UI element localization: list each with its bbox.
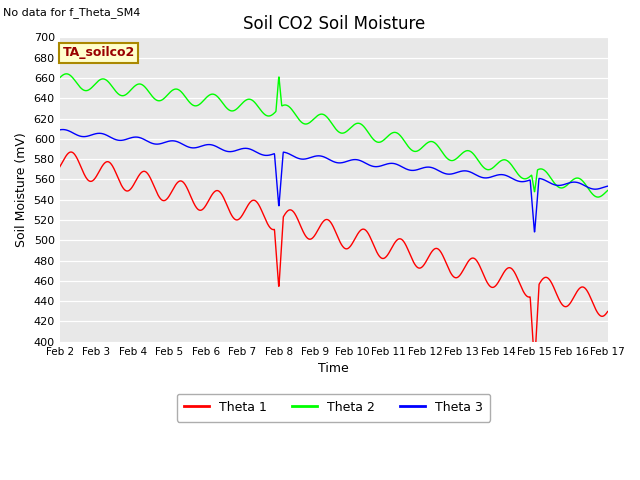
Text: TA_soilco2: TA_soilco2: [63, 47, 134, 60]
Legend: Theta 1, Theta 2, Theta 3: Theta 1, Theta 2, Theta 3: [177, 394, 490, 421]
Title: Soil CO2 Soil Moisture: Soil CO2 Soil Moisture: [243, 15, 425, 33]
Y-axis label: Soil Moisture (mV): Soil Moisture (mV): [15, 132, 28, 247]
X-axis label: Time: Time: [318, 362, 349, 375]
Text: No data for f_Theta_SM4: No data for f_Theta_SM4: [3, 7, 141, 18]
